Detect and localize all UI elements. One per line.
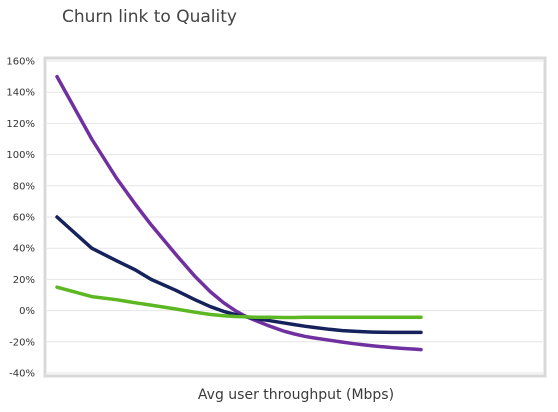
- y-axis-ticks: 160% 140% 120% 100% 80% 60% 40% 20% 0% -20% -40%: [6, 57, 35, 380]
- series-line-2: [55, 215, 423, 335]
- y-tick-label: 160%: [6, 57, 35, 68]
- y-tick-label: 80%: [13, 181, 35, 192]
- series-line-1: [55, 74, 423, 352]
- y-tick-label: 0%: [19, 306, 35, 317]
- x-axis-label: Avg user throughput (Mbps): [198, 387, 394, 403]
- y-tick-label: 60%: [13, 213, 35, 224]
- plot-frame: [43, 56, 547, 378]
- y-tick-label: 140%: [6, 88, 35, 99]
- y-tick-label: -20%: [9, 337, 35, 348]
- y-tick-label: 100%: [6, 150, 35, 161]
- y-tick-label: 120%: [6, 119, 35, 130]
- chart-title: Churn link to Quality: [62, 7, 237, 27]
- series-lines: [55, 74, 423, 352]
- y-tick-label: 20%: [13, 275, 35, 286]
- series-line-3: [55, 285, 423, 320]
- gridlines: [47, 60, 543, 374]
- y-tick-label: 40%: [13, 244, 35, 255]
- y-tick-label: -40%: [9, 369, 35, 380]
